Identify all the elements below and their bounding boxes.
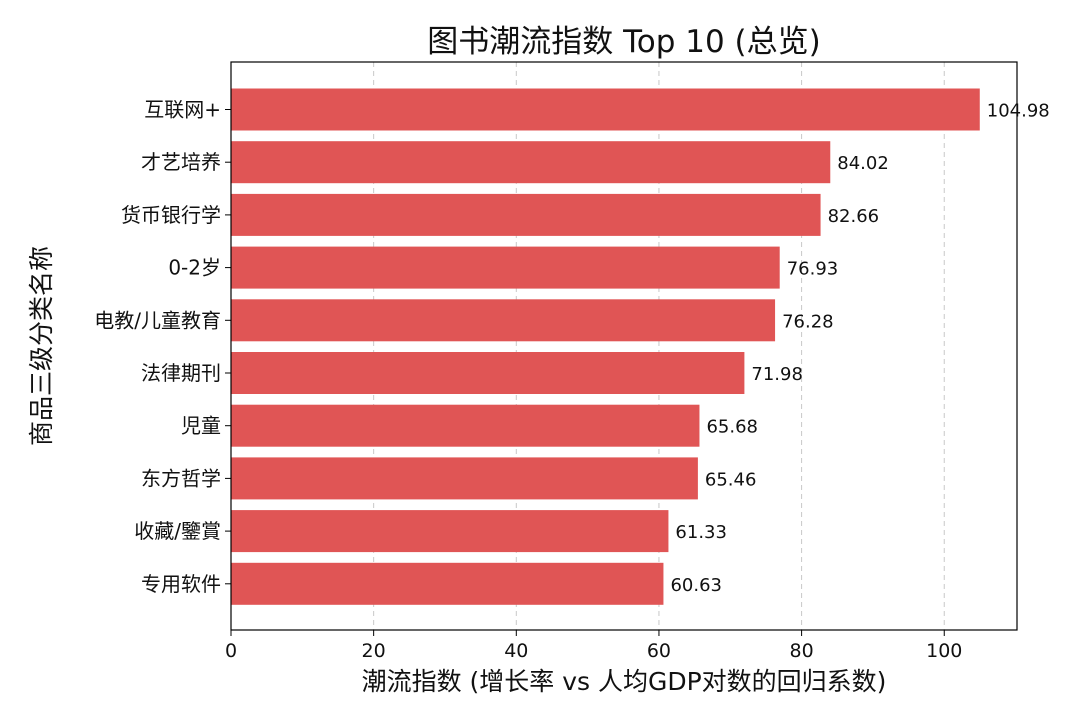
chart-title: 图书潮流指数 Top 10 (总览) xyxy=(427,24,821,60)
bar xyxy=(231,510,669,553)
bar xyxy=(231,193,821,236)
category-label: 互联网+ xyxy=(144,98,221,122)
bars xyxy=(231,88,980,605)
data-label: 61.33 xyxy=(675,522,727,543)
bar xyxy=(231,562,664,605)
data-label: 65.46 xyxy=(705,469,757,490)
x-axis-label: 潮流指数 (增长率 vs 人均GDP对数的回归系数) xyxy=(362,667,887,696)
data-label: 104.98 xyxy=(987,101,1050,122)
x-axis-ticks: 0 20 40 60 80 100 xyxy=(225,630,962,662)
data-label: 76.93 xyxy=(787,259,839,280)
x-tick-label: 80 xyxy=(790,640,814,662)
data-label: 71.98 xyxy=(751,364,803,385)
category-label: 0-2岁 xyxy=(168,256,221,280)
category-label: 児童 xyxy=(181,414,221,438)
bar xyxy=(231,299,776,342)
data-label: 84.02 xyxy=(837,153,889,174)
category-label: 电教/儿童教育 xyxy=(94,308,221,332)
bar xyxy=(231,88,980,131)
data-label: 65.68 xyxy=(706,417,758,438)
bar xyxy=(231,352,745,394)
data-labels: 104.98 84.02 82.66 76.93 76.28 71.98 65.68 65.4… xyxy=(670,101,1049,596)
category-label: 才艺培养 xyxy=(141,150,221,174)
bar xyxy=(231,246,780,289)
plot-frame xyxy=(230,61,1018,631)
data-label: 60.63 xyxy=(670,575,722,596)
x-tick-label: 40 xyxy=(504,640,528,662)
x-tick-label: 20 xyxy=(362,640,386,662)
category-label: 法律期刊 xyxy=(141,361,221,385)
y-axis-label: 商品三级分类名称 xyxy=(27,246,56,446)
data-label: 82.66 xyxy=(828,206,880,227)
x-tick-label: 100 xyxy=(926,640,962,662)
category-label: 收藏/鑒賞 xyxy=(134,519,221,543)
bar xyxy=(231,141,831,184)
x-tick-label: 60 xyxy=(647,640,671,662)
category-label: 货币银行学 xyxy=(121,203,221,227)
bar xyxy=(231,457,698,500)
category-label: 东方哲学 xyxy=(141,466,221,490)
bar xyxy=(231,404,700,447)
category-label: 专用软件 xyxy=(141,572,221,596)
data-label: 76.28 xyxy=(782,311,834,332)
x-tick-label: 0 xyxy=(225,640,237,662)
